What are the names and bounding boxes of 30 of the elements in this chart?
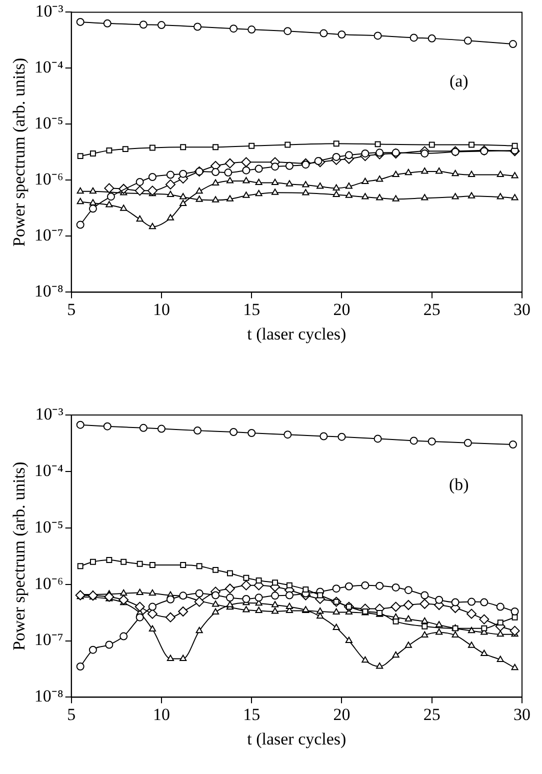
x-axis-title: t (laser cycles) [247, 729, 346, 748]
x-tick-label: 20 [333, 704, 350, 724]
y-tick-label: 10⁻³ [35, 404, 64, 424]
y-tick-label: 10⁻⁴ [34, 58, 64, 77]
x-axis-title: t (laser cycles) [247, 324, 346, 344]
x-tick-label: 5 [67, 300, 76, 319]
y-tick-label: 10⁻⁷ [34, 630, 64, 650]
x-tick-label: 30 [514, 704, 530, 724]
y-tick-label: 10⁻⁴ [34, 460, 64, 480]
x-tick-label: 25 [423, 300, 440, 319]
x-tick-label: 25 [423, 704, 440, 724]
y-tick-label: 10⁻⁶ [34, 170, 64, 189]
y-tick-label: 10⁻⁵ [34, 517, 64, 536]
y-tick-label: 10⁻⁸ [34, 686, 64, 706]
x-tick-label: 10 [152, 704, 170, 724]
y-tick-label: 10⁻³ [35, 2, 64, 21]
y-tick-label: 10⁻⁵ [34, 114, 64, 133]
x-tick-label: 15 [243, 300, 260, 319]
y-tick-label: 10⁻⁷ [34, 226, 64, 245]
annotation: (a) [449, 72, 468, 91]
x-tick-label: 30 [514, 300, 530, 319]
x-tick-label: 15 [243, 704, 260, 724]
x-tick-label: 20 [333, 300, 350, 319]
x-tick-label: 10 [152, 300, 170, 319]
annotation: (b) [448, 475, 469, 494]
y-axis-title: Power spectrum (arb. units) [10, 462, 29, 651]
y-axis-title: Power spectrum (arb. units) [10, 58, 29, 247]
y-tick-label: 10⁻⁶ [34, 574, 64, 593]
x-tick-label: 5 [67, 704, 76, 724]
y-tick-label: 10⁻⁸ [34, 282, 64, 301]
